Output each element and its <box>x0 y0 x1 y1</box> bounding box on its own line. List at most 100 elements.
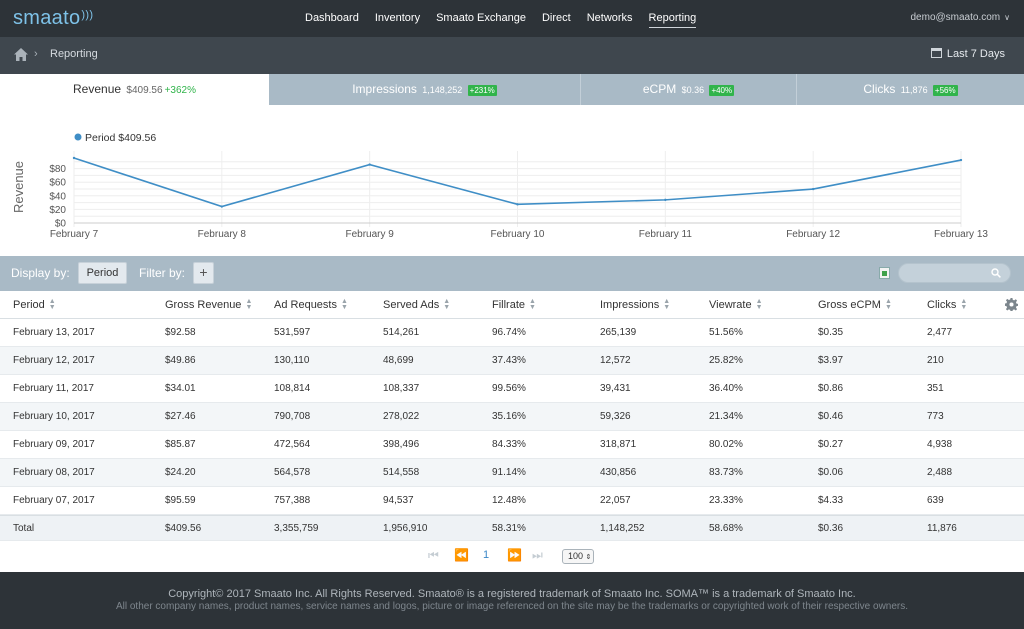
report-table: Period ▲ ▼ Gross Revenue ▲ ▼ Ad Requests ▲ ▼ S… <box>0 291 1024 541</box>
nav-item-direct[interactable]: Direct <box>541 12 571 24</box>
first-page-icon[interactable]: ⏮ <box>428 548 439 562</box>
table-cell: 564,578 <box>274 467 311 478</box>
gear-icon[interactable] <box>1005 298 1018 311</box>
table-row[interactable]: February 08, 2017 $24.20 564,578 514,558 91.… <box>0 459 1024 487</box>
nav-item-reporting[interactable]: Reporting <box>641 0 705 37</box>
page-size-select[interactable]: 100 ⇕ <box>562 549 594 564</box>
table-cell: 2,477 <box>927 327 953 338</box>
next-page-icon[interactable]: ⏩ <box>507 548 522 562</box>
table-cell: 4,938 <box>927 439 953 450</box>
prev-page-icon[interactable]: ⏪ <box>454 548 469 562</box>
tab-ecpm[interactable]: eCPM $0.36 +40% <box>581 74 797 105</box>
search-input[interactable] <box>898 263 1011 283</box>
table-cell: 99.56% <box>492 383 526 394</box>
col-header-gross-revenue[interactable]: Gross Revenue ▲ ▼ <box>165 298 253 312</box>
table-cell: 108,814 <box>274 383 311 394</box>
x-tick-label: February 13 <box>934 229 988 240</box>
table-cell: $4.33 <box>818 495 844 506</box>
user-menu[interactable]: demo@smaato.com ∨ <box>911 12 1011 23</box>
table-cell: 94,537 <box>383 495 414 506</box>
col-header-period[interactable]: Period ▲ ▼ <box>13 298 56 312</box>
page-number[interactable]: 1 <box>483 549 490 561</box>
table-cell: 210 <box>927 355 944 366</box>
table-row[interactable]: February 07, 2017 $95.59 757,388 94,537 12.4… <box>0 487 1024 515</box>
period-button[interactable]: Period <box>78 262 127 284</box>
tab-revenue[interactable]: Revenue $409.56 +362% <box>0 74 269 105</box>
total-cell: 11,876 <box>927 523 957 534</box>
table-cell: 12,572 <box>600 355 631 366</box>
table-total-row: Total $409.56 3,355,759 1,956,910 58.31%… <box>0 515 1024 541</box>
table-cell: 36.40% <box>709 383 743 394</box>
col-header-impressions[interactable]: Impressions ▲ ▼ <box>600 298 671 312</box>
table-cell: 35.16% <box>492 411 526 422</box>
table-cell: 80.02% <box>709 439 743 450</box>
table-cell: 773 <box>927 411 944 422</box>
total-cell: 1,148,252 <box>600 523 645 534</box>
data-point <box>664 198 667 202</box>
total-cell: $409.56 <box>165 523 202 534</box>
date-range-picker[interactable]: Last 7 Days <box>930 47 1005 60</box>
smaato-logo[interactable]: smaato))) <box>13 7 94 29</box>
table-row[interactable]: February 13, 2017 $92.58 531,597 514,261 96.… <box>0 319 1024 347</box>
top-navbar: smaato))) Dashboard Inventory Smaato Exc… <box>0 0 1024 37</box>
x-tick-label: February 8 <box>198 229 247 240</box>
table-row[interactable]: February 09, 2017 $85.87 472,564 398,496 84.… <box>0 431 1024 459</box>
table-cell: February 13, 2017 <box>13 327 95 338</box>
col-header-viewrate[interactable]: Viewrate ▲ ▼ <box>709 298 763 312</box>
nav-item-smaato-exchange[interactable]: Smaato Exchange <box>436 12 526 24</box>
sort-icon: ▲ ▼ <box>884 298 892 312</box>
table-cell: February 12, 2017 <box>13 355 95 366</box>
table-cell: $27.46 <box>165 411 196 422</box>
total-cell: 58.68% <box>709 523 743 534</box>
select-arrows-icon: ⇕ <box>585 554 592 561</box>
x-tick-label: February 11 <box>639 229 693 240</box>
table-cell: 265,139 <box>600 327 637 338</box>
x-tick-label: February 12 <box>786 229 840 240</box>
table-row[interactable]: February 11, 2017 $34.01 108,814 108,337 99.… <box>0 375 1024 403</box>
export-excel-icon[interactable] <box>879 267 890 279</box>
total-cell: $0.36 <box>818 523 844 534</box>
tab-impressions[interactable]: Impressions 1,148,252 +231% <box>269 74 581 105</box>
col-header-ad-requests[interactable]: Ad Requests ▲ ▼ <box>274 298 348 312</box>
home-icon[interactable] <box>14 48 28 61</box>
y-tick-label: $60 <box>49 178 66 189</box>
table-body: February 13, 2017 $92.58 531,597 514,261 96.… <box>0 319 1024 515</box>
table-cell: $0.27 <box>818 439 844 450</box>
revenue-chart: $0 $20 $40 $60 $80 February 7 February 8 Februa… <box>0 105 1024 256</box>
table-cell: 84.33% <box>492 439 526 450</box>
table-cell: 318,871 <box>600 439 637 450</box>
last-page-icon[interactable]: ⏭ <box>532 548 543 562</box>
table-cell: $3.97 <box>818 355 844 366</box>
nav-item-networks[interactable]: Networks <box>586 12 633 24</box>
main-nav: Dashboard Inventory Smaato Exchange Dire… <box>297 0 704 37</box>
sort-icon: ▲ ▼ <box>663 298 671 312</box>
y-tick-label: $80 <box>49 164 66 175</box>
sort-icon: ▲ ▼ <box>529 298 536 312</box>
table-cell: 21.34% <box>709 411 743 422</box>
nav-item-dashboard[interactable]: Dashboard <box>305 12 359 24</box>
sort-icon: ▲ ▼ <box>340 298 348 312</box>
col-header-clicks[interactable]: Clicks ▲ ▼ <box>927 298 968 312</box>
table-cell: February 10, 2017 <box>13 411 95 422</box>
col-header-gross-ecpm[interactable]: Gross eCPM ▲ ▼ <box>818 298 892 312</box>
col-header-fillrate[interactable]: Fillrate ▲ ▼ <box>492 298 536 312</box>
table-cell: $34.01 <box>165 383 196 394</box>
y-axis-label: Revenue <box>11 161 26 213</box>
table-cell: February 11, 2017 <box>13 383 94 394</box>
total-cell: Total <box>13 523 35 534</box>
col-header-served-ads[interactable]: Served Ads ▲ ▼ <box>383 298 451 312</box>
calendar-icon <box>930 48 942 58</box>
footer-copyright: Copyright© 2017 Smaato Inc. All Rights R… <box>168 588 856 600</box>
table-row[interactable]: February 12, 2017 $49.86 130,110 48,699 37.4… <box>0 347 1024 375</box>
legend-label: Period $409.56 <box>85 132 156 144</box>
data-point <box>959 158 963 162</box>
nav-item-inventory[interactable]: Inventory <box>374 12 421 24</box>
table-cell: 83.73% <box>709 467 743 478</box>
add-filter-button[interactable]: + <box>193 262 214 284</box>
sort-icon: ▲ ▼ <box>755 298 763 312</box>
pagination: ⏮ ⏪ 1 ⏩ ⏭ 100 ⇕ <box>0 541 1024 572</box>
table-cell: $95.59 <box>165 495 196 506</box>
tab-clicks[interactable]: Clicks 11,876 +56% <box>863 82 958 96</box>
table-row[interactable]: February 10, 2017 $27.46 790,708 278,022 35.… <box>0 403 1024 431</box>
table-cell: February 08, 2017 <box>13 467 95 478</box>
